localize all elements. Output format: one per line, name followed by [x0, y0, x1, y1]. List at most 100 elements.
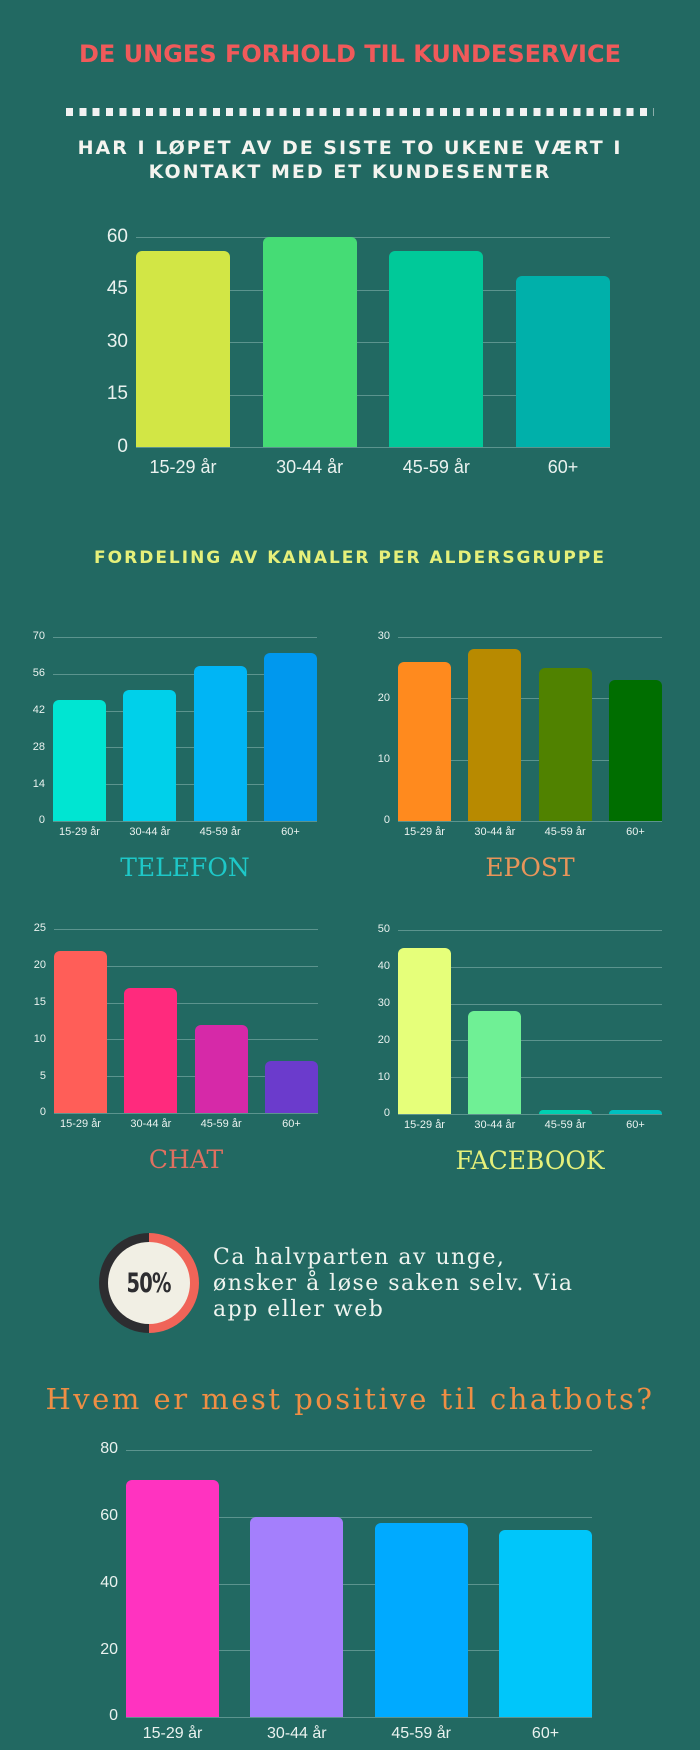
- gridline: [53, 710, 317, 712]
- gridline: [398, 1077, 662, 1079]
- x-axis-label: 60+: [626, 826, 645, 838]
- x-axis-label: 15-29 år: [60, 1118, 101, 1130]
- x-axis-label: 60+: [626, 1119, 645, 1131]
- y-tick-label: 10: [377, 1070, 390, 1083]
- gridline: [136, 237, 610, 238]
- subtitle-line-1: HAR I LØPET AV DE SISTE TO UKENE VÆRT I: [77, 137, 623, 159]
- y-tick-label: 20: [377, 1033, 390, 1046]
- y-tick-label: 15: [106, 383, 128, 405]
- statement-line-2: ønsker å løse saken selv. Via: [213, 1271, 574, 1296]
- subtitle-line-2: KONTAKT MED ET KUNDESENTER: [148, 161, 552, 183]
- gridline: [53, 821, 317, 822]
- y-tick-label: 40: [100, 1573, 118, 1591]
- y-tick-label: 20: [377, 691, 390, 704]
- bar-chatbot-1: [250, 1516, 344, 1717]
- bar-contact-0: [136, 251, 230, 447]
- y-tick-label: 80: [100, 1440, 118, 1458]
- x-axis-label: 60+: [281, 826, 300, 838]
- x-axis-label: 45-59 år: [200, 1118, 242, 1130]
- y-tick-label: 20: [33, 959, 46, 972]
- bar-epost-2: [538, 667, 592, 821]
- gridline: [398, 1040, 662, 1042]
- page-title: DE UNGES FORHOLD TIL KUNDESERVICE: [78, 40, 621, 68]
- gridline: [398, 821, 662, 822]
- bar-facebook-2: [538, 1110, 592, 1114]
- y-tick-label: 30: [377, 630, 390, 643]
- x-axis-label: 15-29 år: [142, 1725, 203, 1742]
- y-tick-label: 30: [106, 330, 128, 352]
- gridline: [54, 1076, 318, 1078]
- x-axis-label: 45-59 år: [402, 457, 470, 477]
- y-tick-label: 0: [109, 1707, 118, 1725]
- y-tick-label: 40: [377, 960, 390, 973]
- percent-value: 50%: [126, 1267, 172, 1299]
- x-axis-label: 15-29 år: [149, 457, 217, 477]
- bar-facebook-3: [609, 1110, 662, 1114]
- y-tick-label: 0: [383, 814, 390, 827]
- bar-chat-3: [265, 1061, 318, 1113]
- x-axis-label: 60+: [547, 457, 579, 477]
- telefon-chart-label: TELEFON: [120, 853, 250, 882]
- gridline: [136, 342, 610, 343]
- bar-contact-2: [389, 251, 484, 447]
- bar-telefon-1: [123, 689, 177, 821]
- gridline: [398, 1003, 662, 1005]
- bar-telefon-0: [53, 700, 106, 821]
- gridline: [398, 1114, 662, 1115]
- y-tick-label: 60: [106, 225, 128, 247]
- y-tick-label: 70: [32, 630, 45, 643]
- x-axis-label: 30-44 år: [267, 1725, 327, 1742]
- x-axis-label: 45-59 år: [544, 1119, 586, 1131]
- epost-chart-label: EPOST: [485, 853, 575, 882]
- bar-chat-0: [54, 951, 107, 1113]
- gridline: [53, 784, 317, 786]
- bar-facebook-1: [468, 1010, 522, 1114]
- chat-bar-chart: 0 5 10 15 20 25 15-29 år 30-44 år 45-59 år 60+ CHA…: [34, 922, 318, 1174]
- bar-chat-2: [194, 1024, 248, 1113]
- bar-telefon-2: [193, 665, 247, 821]
- gridline: [54, 1039, 318, 1041]
- bar-telefon-3: [264, 652, 317, 821]
- gridline: [54, 929, 318, 930]
- y-tick-label: 14: [32, 777, 45, 790]
- gridline: [136, 447, 610, 448]
- x-axis-label: 60+: [531, 1725, 560, 1742]
- y-tick-label: 0: [38, 814, 45, 827]
- bar-chat-1: [124, 987, 178, 1113]
- x-axis-label: 15-29 år: [404, 1119, 445, 1131]
- y-tick-label: 10: [377, 753, 390, 766]
- gridline: [53, 637, 317, 638]
- x-axis-label: 15-29 år: [59, 826, 100, 838]
- contact-bar-chart: 0 15 30 45 60 15-29 år 30-44 år 45-59 år 60+: [107, 226, 610, 477]
- y-tick-label: 45: [106, 278, 128, 300]
- gridline: [126, 1450, 592, 1451]
- bar-chatbot-0: [126, 1480, 219, 1717]
- gridline: [126, 1650, 592, 1652]
- gridline: [53, 673, 317, 675]
- y-tick-label: 30: [377, 997, 390, 1009]
- gridline: [398, 698, 662, 700]
- telefon-bar-chart: 0 14 28 42 56 70 15-29 år 30-44 år 45-59 år 60+ TE…: [33, 630, 317, 882]
- gridline: [136, 394, 610, 396]
- bar-chatbot-2: [374, 1523, 468, 1717]
- gridline: [398, 966, 662, 968]
- chatbot-bar-chart: 0 20 40 60 80 15-29 år 30-44 år 45-59 år 60+: [100, 1440, 592, 1742]
- y-tick-label: 10: [33, 1032, 46, 1045]
- dotted-divider: [66, 108, 654, 116]
- bar-contact-1: [262, 237, 357, 447]
- gridline: [54, 1002, 318, 1004]
- y-tick-label: 5: [39, 1069, 46, 1082]
- facebook-bar-chart: 0 10 20 30 40 50 15-29 år 30-44 år 45-59 år 60+ FA…: [378, 923, 662, 1175]
- gridline: [126, 1516, 592, 1518]
- x-axis-label: 30-44 år: [130, 1118, 172, 1130]
- epost-bar-chart: 0 10 20 30 15-29 år 30-44 år 45-59 år 60+ EPOST: [378, 630, 662, 882]
- contact-chart-title: HAR I LØPET AV DE SISTE TO UKENE VÆRT I …: [0, 136, 700, 184]
- percent-ring-center: 50%: [108, 1242, 190, 1324]
- bar-facebook-0: [398, 948, 451, 1114]
- gridline: [398, 637, 662, 638]
- x-axis-label: 45-59 år: [199, 826, 241, 838]
- y-tick-label: 15: [33, 996, 46, 1008]
- gridline: [126, 1583, 592, 1585]
- bar-epost-0: [398, 661, 451, 821]
- bar-contact-3: [516, 275, 610, 447]
